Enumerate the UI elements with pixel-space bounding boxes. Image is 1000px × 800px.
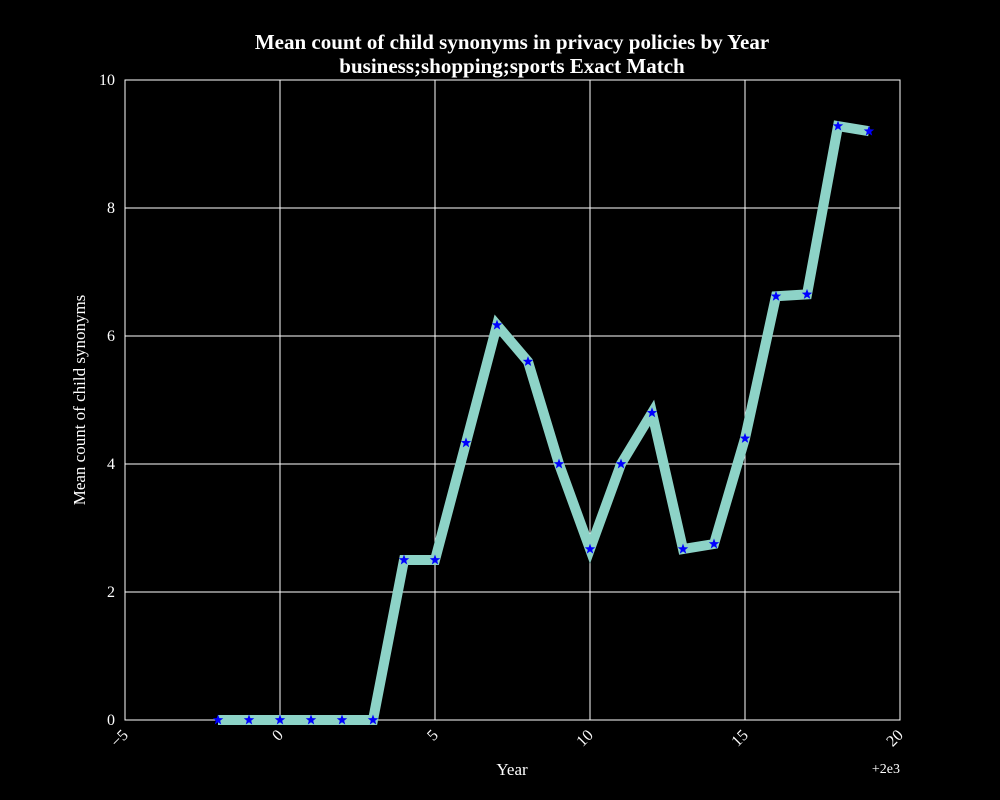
plot-area-frame <box>124 79 901 721</box>
data-point-marker-6 <box>398 554 410 565</box>
data-point-marker-14 <box>646 407 658 418</box>
data-point-marker-10 <box>522 356 534 367</box>
series-line <box>218 120 870 725</box>
data-point-marker-9 <box>491 319 503 330</box>
data-point-marker-17 <box>739 432 751 443</box>
data-point-marker-2 <box>274 714 286 725</box>
chart-title-line-2: business;shopping;sports Exact Match <box>339 54 685 78</box>
y-tick-label-0: 0 <box>107 712 115 729</box>
data-point-marker-3 <box>305 714 317 725</box>
x-axis-offset-label: +2e3 <box>872 762 900 777</box>
data-point-marker-8 <box>460 437 472 448</box>
data-point-marker-11 <box>553 458 565 469</box>
y-axis-ticks: 0 2 4 6 8 10 <box>99 72 131 729</box>
y-axis-label: Mean count of child synonyms <box>70 295 89 506</box>
y-tick-label-2: 4 <box>107 456 115 473</box>
data-point-marker-1 <box>243 714 255 725</box>
data-point-marker-21 <box>863 125 875 136</box>
y-tick-label-4: 8 <box>107 200 115 217</box>
data-point-marker-19 <box>801 288 813 299</box>
data-point-marker-16 <box>708 538 720 549</box>
y-tick-label-3: 6 <box>107 328 115 345</box>
y-tick-label-1: 2 <box>107 584 115 601</box>
data-point-marker-0 <box>212 714 224 725</box>
data-point-marker-20 <box>832 120 844 131</box>
data-point-marker-15 <box>677 543 689 554</box>
data-point-marker-4 <box>336 714 348 725</box>
data-point-marker-7 <box>429 554 441 565</box>
data-point-marker-18 <box>770 290 782 301</box>
data-point-marker-13 <box>615 458 627 469</box>
y-tick-label-5: 10 <box>99 72 115 89</box>
x-axis-label: Year <box>496 760 528 779</box>
data-point-marker-12 <box>584 543 596 554</box>
series-group <box>212 120 875 725</box>
data-point-marker-5 <box>367 714 379 725</box>
chart-title-line-1: Mean count of child synonyms in privacy … <box>255 30 769 54</box>
